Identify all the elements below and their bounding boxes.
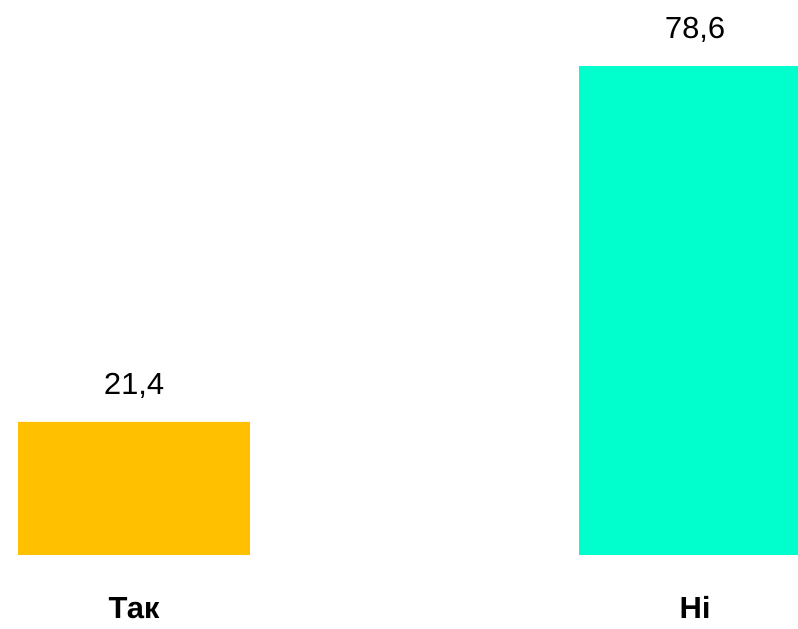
value-label: 78,6 [665, 10, 725, 45]
value-label: 21,4 [104, 366, 164, 401]
bar [18, 421, 250, 555]
bar [579, 66, 798, 555]
x-tick-label: Ні [680, 590, 711, 625]
x-tick-label: Так [109, 590, 160, 625]
